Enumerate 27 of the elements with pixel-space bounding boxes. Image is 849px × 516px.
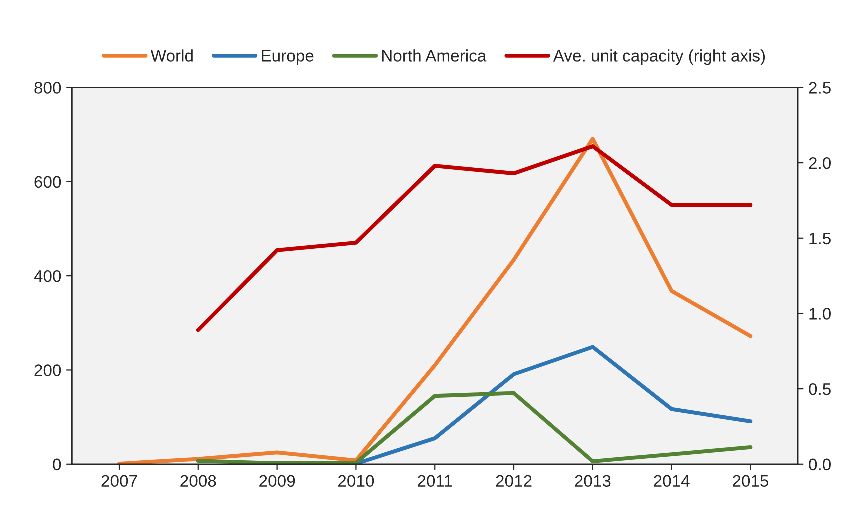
x-tick-label: 2013 <box>575 475 611 488</box>
line-series <box>196 391 753 464</box>
y2-tick-label: 2.5 <box>809 82 831 94</box>
legend-label: Ave. unit capacity (right axis) <box>553 50 766 66</box>
y-tick-label: 200 <box>34 364 62 376</box>
x-tick-label: 2010 <box>338 475 374 488</box>
x-tick-label: 2008 <box>180 475 216 488</box>
legend-label: World <box>150 50 193 62</box>
legend-label: Europe <box>262 50 314 66</box>
y-tick-label: 800 <box>34 82 62 94</box>
x-tick-label: 2009 <box>260 475 296 488</box>
y2-tick-label: 0.5 <box>809 383 831 396</box>
x-tick-label: 2014 <box>654 475 690 488</box>
x-tick-label: 2012 <box>496 475 532 488</box>
legend-label: North America <box>382 50 487 62</box>
y-tick-label: 0 <box>53 458 62 471</box>
x-tick-label: 2011 <box>418 475 452 488</box>
line-series <box>118 137 753 464</box>
y2-tick-label: 0.0 <box>809 458 831 471</box>
line-series <box>196 144 753 332</box>
y2-tick-label: 2.0 <box>809 157 831 170</box>
x-tick-label: 2015 <box>733 475 769 488</box>
x-tick-label: 2007 <box>102 475 138 488</box>
y2-tick-label: 1.5 <box>810 232 831 245</box>
y-tick-label: 400 <box>34 270 62 282</box>
y2-tick-label: 1.0 <box>810 308 831 320</box>
y-tick-label: 600 <box>34 176 62 188</box>
